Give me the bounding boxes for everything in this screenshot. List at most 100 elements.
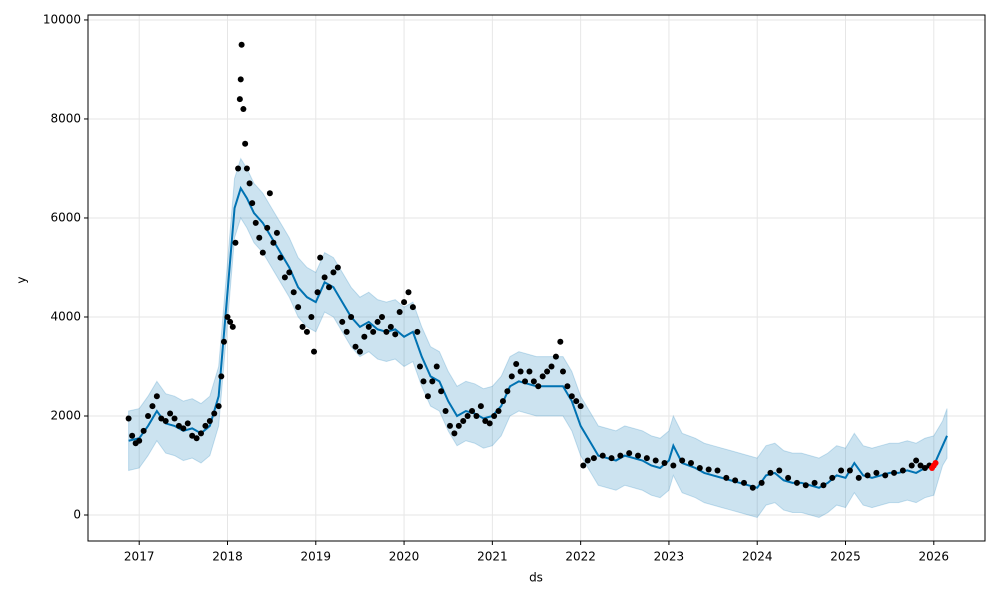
data-point [580, 462, 587, 469]
data-point [414, 328, 421, 335]
data-point [723, 474, 730, 481]
data-point [820, 482, 827, 489]
data-point [626, 450, 633, 457]
data-point [158, 415, 165, 422]
data-point [409, 304, 416, 311]
data-point [392, 331, 399, 338]
data-point [732, 477, 739, 484]
data-point [504, 388, 511, 395]
data-point [206, 417, 213, 424]
data-point [584, 457, 591, 464]
data-point [396, 309, 403, 316]
data-point [559, 368, 566, 375]
plot-frame [87, 14, 986, 542]
x-tick-label: 2023 [654, 550, 685, 564]
data-point [198, 430, 205, 437]
data-point [249, 200, 256, 207]
data-point [378, 313, 385, 320]
data-point [311, 348, 318, 355]
x-tick-label: 2019 [301, 550, 332, 564]
data-point [277, 254, 284, 261]
data-point [387, 323, 394, 330]
data-point [136, 437, 143, 444]
data-point [838, 467, 845, 474]
data-point [299, 323, 306, 330]
data-point [913, 457, 920, 464]
data-point [635, 452, 642, 459]
data-point [438, 388, 445, 395]
data-point [361, 333, 368, 340]
y-tick-label: 0 [73, 508, 81, 522]
y-tick-label: 2000 [50, 408, 81, 422]
data-point [281, 274, 288, 281]
data-point [242, 140, 249, 147]
data-point [899, 467, 906, 474]
data-point [330, 269, 337, 276]
data-point [229, 323, 236, 330]
data-point [352, 343, 359, 350]
data-point [477, 403, 484, 410]
data-point [193, 435, 200, 442]
data-point [517, 368, 524, 375]
data-point [145, 412, 152, 419]
data-point [273, 229, 280, 236]
data-point [295, 304, 302, 311]
data-point [224, 313, 231, 320]
data-point [758, 479, 765, 486]
data-point [568, 393, 575, 400]
x-axis-label: ds [529, 571, 543, 585]
data-point [526, 368, 533, 375]
data-point [864, 472, 871, 479]
y-tick-label: 4000 [50, 309, 81, 323]
data-point [184, 420, 191, 427]
data-point [314, 289, 321, 296]
data-point [356, 348, 363, 355]
x-tick-label: 2022 [565, 550, 596, 564]
data-point [259, 249, 266, 256]
data-point [433, 363, 440, 370]
data-point [264, 224, 271, 231]
data-point [162, 417, 169, 424]
data-point [308, 313, 315, 320]
data-point [334, 264, 341, 271]
data-point [577, 403, 584, 410]
data-point [670, 462, 677, 469]
data-point [326, 284, 333, 291]
data-point [539, 373, 546, 380]
data-point [317, 254, 324, 261]
data-point [917, 462, 924, 469]
data-point [370, 328, 377, 335]
x-tick-label: 2026 [919, 550, 950, 564]
data-point [652, 457, 659, 464]
data-point [343, 328, 350, 335]
data-point [455, 422, 462, 429]
data-point [705, 466, 712, 473]
data-point [469, 408, 476, 415]
data-point [608, 455, 615, 462]
data-point [446, 422, 453, 429]
data-point [227, 318, 234, 325]
data-point [557, 338, 564, 345]
data-point [266, 190, 273, 197]
data-point [240, 106, 247, 113]
data-point [499, 398, 506, 405]
data-point [785, 474, 792, 481]
y-tick-label: 8000 [50, 111, 81, 125]
data-point [220, 338, 227, 345]
data-point [740, 479, 747, 486]
x-tick-label: 2021 [477, 550, 508, 564]
data-point [482, 417, 489, 424]
data-point [252, 219, 259, 226]
data-point [679, 457, 686, 464]
x-tick-label: 2018 [212, 550, 243, 564]
data-point [189, 432, 196, 439]
uncertainty-band [128, 157, 948, 519]
data-point [513, 361, 520, 368]
data-point [908, 462, 915, 469]
data-point [202, 422, 209, 429]
data-point [237, 76, 244, 83]
data-point [688, 460, 695, 467]
data-point [882, 472, 889, 479]
